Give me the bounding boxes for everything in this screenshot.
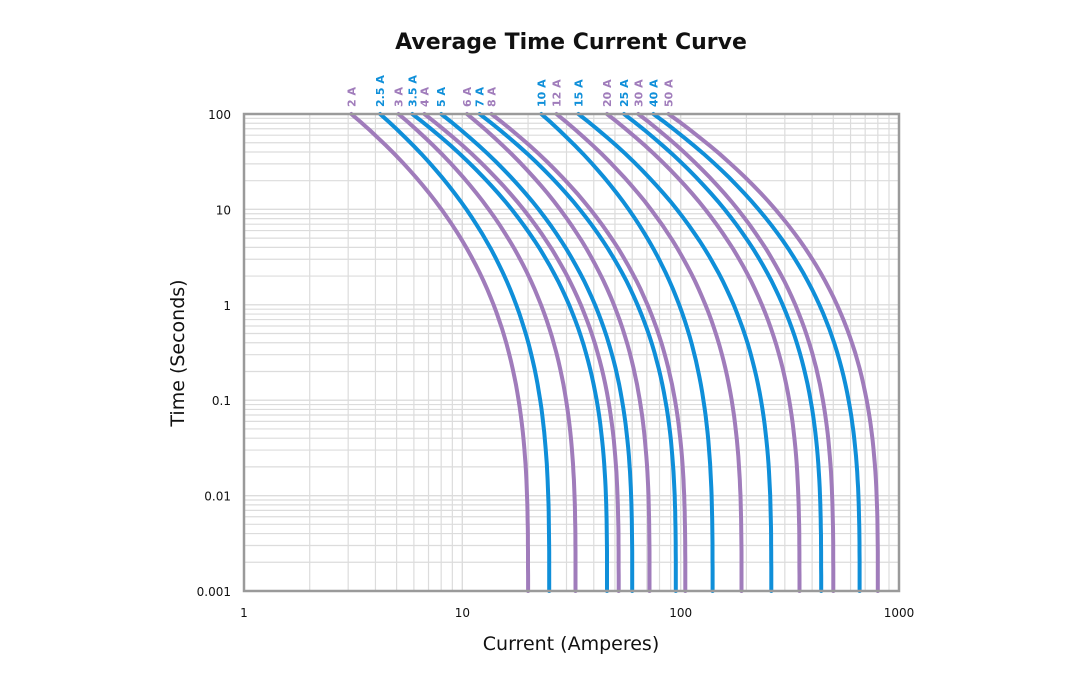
- series-label: 6 A: [461, 87, 474, 107]
- series-line: [349, 112, 531, 593]
- series-label: 15 A: [572, 79, 585, 107]
- series-label: 40 A: [647, 79, 660, 107]
- x-tick-label: 1: [240, 606, 248, 620]
- x-tick-labels: 1 10 100 1000: [240, 606, 914, 620]
- series-line: [651, 112, 862, 593]
- y-tick-label: 0.1: [212, 394, 231, 408]
- series-line: [465, 112, 652, 593]
- series-label: 5 A: [435, 87, 448, 107]
- series-label: 30 A: [632, 79, 645, 107]
- series-line: [605, 112, 802, 593]
- series-line: [666, 112, 880, 593]
- series-line: [410, 112, 609, 593]
- y-axis-label: Time (Seconds): [167, 279, 189, 427]
- series-label: 10 A: [535, 79, 548, 107]
- series-line: [576, 112, 774, 593]
- series-line: [378, 112, 552, 593]
- series-label: 7 A: [474, 87, 487, 107]
- x-tick-label: 10: [455, 606, 470, 620]
- series-line: [422, 112, 621, 593]
- series-line: [396, 112, 578, 593]
- chart-title: Average Time Current Curve: [395, 30, 747, 55]
- curves: [349, 112, 880, 593]
- series-label: 3.5 A: [406, 75, 419, 107]
- series-line: [622, 112, 824, 593]
- series-label: 3 A: [393, 87, 406, 107]
- series-label: 2.5 A: [374, 75, 387, 107]
- y-tick-label: 0.01: [204, 490, 231, 504]
- y-tick-label: 0.001: [197, 585, 231, 599]
- y-tick-label: 1: [223, 299, 231, 313]
- series-line: [554, 112, 744, 593]
- y-tick-label: 10: [216, 203, 231, 217]
- series-label: 20 A: [601, 79, 614, 107]
- y-tick-label: 100: [208, 108, 231, 122]
- y-tick-labels: 100 10 1 0.1 0.01 0.001: [197, 108, 231, 599]
- series-line: [439, 112, 635, 593]
- series-label: 8 A: [486, 87, 499, 107]
- series-label: 50 A: [663, 79, 676, 107]
- series-line: [539, 112, 715, 593]
- series-label: 25 A: [618, 79, 631, 107]
- series-line: [636, 112, 836, 593]
- series-label: 2 A: [345, 87, 358, 107]
- x-tick-label: 100: [669, 606, 692, 620]
- series-line: [477, 112, 678, 593]
- x-axis-label: Current (Amperes): [483, 633, 659, 655]
- plot-frame: [242, 112, 901, 593]
- series-label: 4 A: [418, 87, 431, 107]
- series-line: [489, 112, 688, 593]
- series-label: 12 A: [551, 79, 564, 107]
- x-tick-label: 1000: [884, 606, 915, 620]
